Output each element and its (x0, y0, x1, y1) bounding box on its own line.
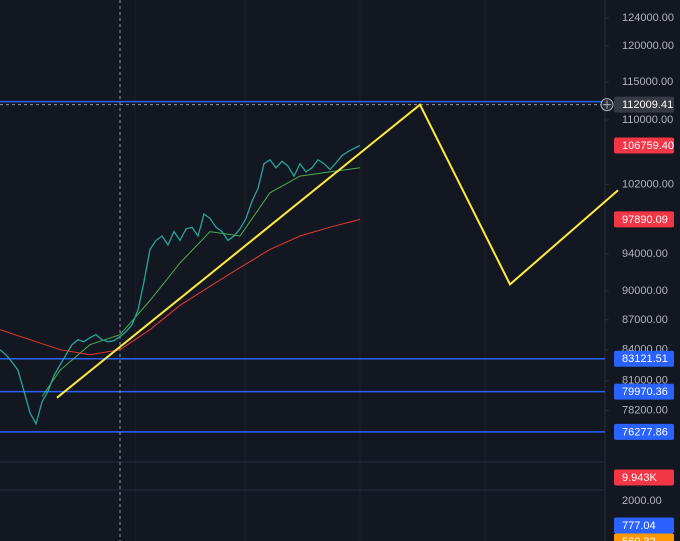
y-tick-label: 120000.00 (622, 40, 674, 52)
y-tick-label: 87000.00 (622, 314, 668, 326)
price-tag (614, 211, 674, 228)
price-tag (614, 469, 674, 486)
price-tag-label: 112009.41 (622, 99, 673, 111)
price-tag-label: 9.943K (622, 472, 658, 484)
price-tag (614, 350, 674, 367)
y-tick-label: 78200.00 (622, 405, 668, 417)
y-tick-label: 110000.00 (622, 114, 673, 126)
price-tag (614, 96, 674, 113)
price-tag-label: 76277.86 (622, 426, 668, 438)
price-tag-label: 79970.36 (622, 386, 668, 398)
price-tag (614, 137, 674, 154)
moving-average (41, 167, 361, 397)
price-tag-label: 83121.51 (622, 353, 668, 365)
price-tag (614, 423, 674, 440)
price-tag-label: 560.32 (622, 536, 656, 541)
moving-average (0, 218, 361, 356)
price-tag (614, 533, 674, 541)
y-tick-label: 2000.00 (622, 495, 662, 507)
add-alert-plus (603, 100, 611, 109)
y-tick-label: 115000.00 (622, 76, 673, 88)
price-tag-label: 97890.09 (622, 214, 668, 226)
y-tick-label: 94000.00 (622, 248, 668, 260)
price-line (0, 144, 361, 426)
y-tick-label: 124000.00 (622, 12, 674, 24)
price-tag-label: 106759.40 (622, 140, 674, 152)
price-tag-label: 777.04 (622, 520, 656, 532)
y-tick-label: 102000.00 (622, 178, 674, 190)
price-tag (614, 383, 674, 400)
grid (134, 0, 486, 541)
trend-drawing (56, 103, 619, 399)
y-tick-label: 90000.00 (622, 285, 668, 297)
price-tag (614, 517, 674, 534)
